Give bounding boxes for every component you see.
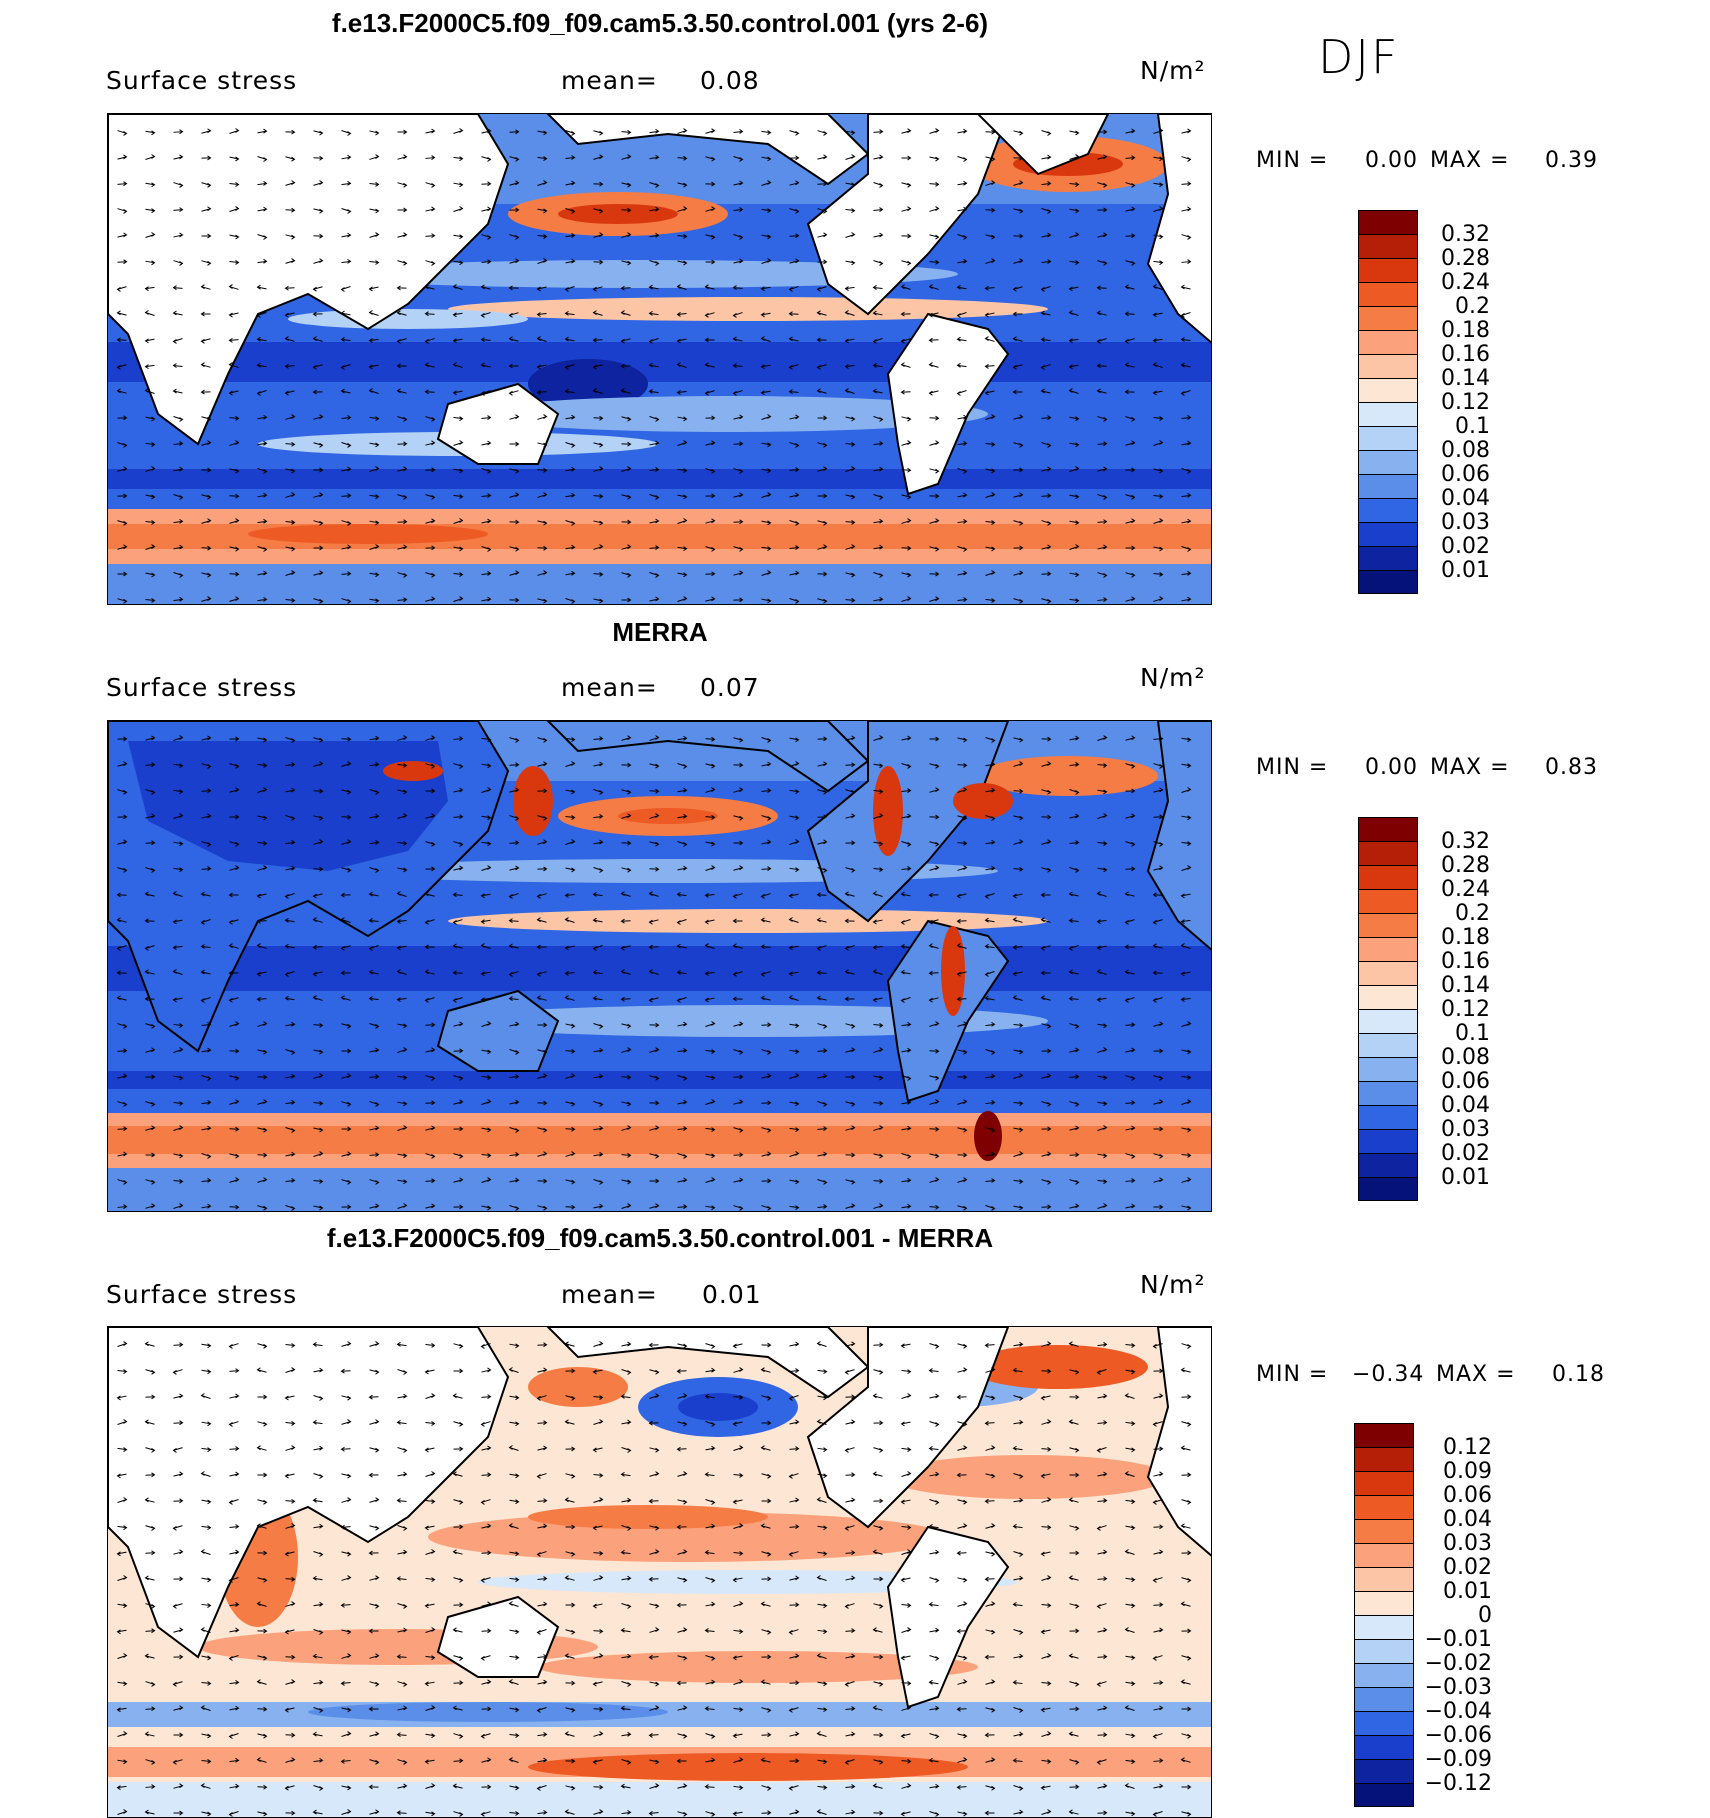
panel-1-tick: 0.02 (1400, 534, 1490, 559)
panel-1-min-label: MIN = (1256, 148, 1328, 173)
panel-3-tick: 0.02 (1402, 1555, 1492, 1580)
panel-1-units: N/m² (1140, 56, 1206, 85)
season-label: DJF (1318, 30, 1399, 84)
panel-1-map-field (108, 114, 1212, 605)
panel-1-map (107, 113, 1212, 605)
panel-3-tick: 0.06 (1402, 1483, 1492, 1508)
panel-3-variable-label: Surface stress (106, 1280, 297, 1309)
panel-1-tick: 0.32 (1400, 222, 1490, 247)
panel-3-tick: 0.09 (1402, 1459, 1492, 1484)
panel-3-tick: 0.03 (1402, 1531, 1492, 1556)
panel-1-mean-value: 0.08 (700, 66, 760, 95)
panel-3-tick: −0.09 (1402, 1747, 1492, 1772)
panel-3-tick: −0.03 (1402, 1675, 1492, 1700)
panel-2-tick: 0.06 (1400, 1069, 1490, 1094)
panel-1-tick: 0.18 (1400, 318, 1490, 343)
panel-2-tick: 0.01 (1400, 1165, 1490, 1190)
panel-2-tick: 0.32 (1400, 829, 1490, 854)
panel-2-units: N/m² (1140, 663, 1206, 692)
panel-3-tick: 0 (1402, 1603, 1492, 1628)
panel-1-variable-label: Surface stress (106, 66, 297, 95)
panel-3-tick: −0.01 (1402, 1627, 1492, 1652)
panel-3-max-value: 0.18 (1552, 1362, 1605, 1387)
panel-1-min-value: 0.00 (1365, 148, 1418, 173)
panel-2-tick: 0.16 (1400, 949, 1490, 974)
panel-1-tick: 0.24 (1400, 270, 1490, 295)
panel-3-tick: −0.04 (1402, 1699, 1492, 1724)
panel-3-min-value: −0.34 (1352, 1362, 1424, 1387)
panel-2-title: MERRA (0, 617, 1320, 648)
panel-1-tick: 0.01 (1400, 558, 1490, 583)
panel-3-tick: −0.12 (1402, 1771, 1492, 1796)
panel-2-min-value: 0.00 (1365, 755, 1418, 780)
panel-2-tick: 0.2 (1400, 901, 1490, 926)
panel-2-tick: 0.18 (1400, 925, 1490, 950)
panel-3-tick: 0.04 (1402, 1507, 1492, 1532)
panel-3-units: N/m² (1140, 1270, 1206, 1299)
panel-2-mean-label: mean= (561, 673, 658, 702)
panel-1-tick: 0.1 (1400, 414, 1490, 439)
panel-1-tick: 0.28 (1400, 246, 1490, 271)
panel-1-tick: 0.2 (1400, 294, 1490, 319)
panel-1-tick: 0.14 (1400, 366, 1490, 391)
panel-3-map (107, 1326, 1212, 1818)
panel-2-tick: 0.1 (1400, 1021, 1490, 1046)
panel-3-tick: −0.02 (1402, 1651, 1492, 1676)
panel-1-title: f.e13.F2000C5.f09_f09.cam5.3.50.control.… (0, 8, 1320, 39)
panel-3-min-label: MIN = (1256, 1362, 1328, 1387)
panel-1-tick: 0.16 (1400, 342, 1490, 367)
panel-2-tick: 0.08 (1400, 1045, 1490, 1070)
panel-2-max-value: 0.83 (1545, 755, 1598, 780)
panel-2-tick: 0.28 (1400, 853, 1490, 878)
panel-3-tick: 0.01 (1402, 1579, 1492, 1604)
panel-3-map-field (108, 1327, 1212, 1818)
panel-3-max-label: MAX = (1436, 1362, 1516, 1387)
panel-2-map (107, 720, 1212, 1212)
panel-2-tick: 0.12 (1400, 997, 1490, 1022)
panel-3-tick: 0.12 (1402, 1435, 1492, 1460)
panel-3-tick: −0.06 (1402, 1723, 1492, 1748)
panel-1-max-value: 0.39 (1545, 148, 1598, 173)
panel-2-tick: 0.03 (1400, 1117, 1490, 1142)
panel-1-max-label: MAX = (1430, 148, 1510, 173)
panel-2-mean-value: 0.07 (700, 673, 760, 702)
panel-2-variable-label: Surface stress (106, 673, 297, 702)
panel-1-mean-label: mean= (561, 66, 658, 95)
panel-1-tick: 0.12 (1400, 390, 1490, 415)
panel-3-title: f.e13.F2000C5.f09_f09.cam5.3.50.control.… (0, 1223, 1320, 1254)
panel-2-max-label: MAX = (1430, 755, 1510, 780)
panel-2-tick: 0.14 (1400, 973, 1490, 998)
panel-2-tick: 0.04 (1400, 1093, 1490, 1118)
panel-1-tick: 0.04 (1400, 486, 1490, 511)
panel-1-tick: 0.03 (1400, 510, 1490, 535)
panel-1-tick: 0.08 (1400, 438, 1490, 463)
panel-3-mean-label: mean= (561, 1280, 658, 1309)
panel-2-min-label: MIN = (1256, 755, 1328, 780)
panel-2-map-field (108, 721, 1212, 1212)
panel-3-mean-value: 0.01 (702, 1280, 762, 1309)
panel-1-tick: 0.06 (1400, 462, 1490, 487)
panel-2-tick: 0.24 (1400, 877, 1490, 902)
panel-2-tick: 0.02 (1400, 1141, 1490, 1166)
